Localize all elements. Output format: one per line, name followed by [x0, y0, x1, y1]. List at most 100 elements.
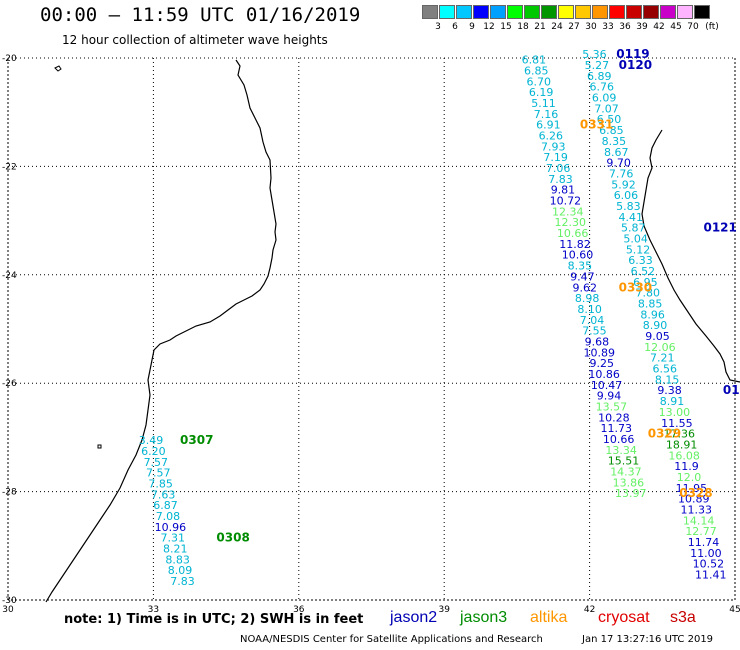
wave-height-value: 8.21 [163, 543, 188, 556]
scale-swatch [541, 5, 557, 19]
wave-values: 5.365.276.896.766.097.076.506.858.358.67… [139, 48, 727, 588]
wave-height-value: 14.37 [610, 466, 642, 479]
wave-height-value: 11.73 [601, 422, 633, 435]
scale-swatch [575, 5, 591, 19]
scale-swatch [439, 5, 455, 19]
pass-time-label: 012 [723, 383, 740, 397]
wave-height-value: 13.57 [596, 401, 628, 414]
scale-label: 45 [670, 22, 682, 32]
pass-time-label: 0331 [580, 118, 613, 132]
lat-tick-label: -28 [2, 488, 17, 498]
wave-height-value: 11.55 [661, 417, 693, 430]
wave-height-value: 8.15 [655, 373, 680, 386]
wave-height-value: 11.41 [695, 569, 727, 582]
wave-height-value: 6.70 [526, 75, 551, 88]
wave-height-value: 6.87 [153, 499, 178, 512]
scale-label: 3 [435, 22, 441, 32]
wave-height-value: 10.72 [550, 195, 582, 208]
wave-height-value: 7.83 [548, 173, 573, 186]
legend-item-jason3: jason3 [460, 609, 508, 626]
wave-height-value: 7.57 [144, 456, 169, 469]
wave-height-value: 11.00 [690, 547, 722, 560]
wave-height-value: 6.33 [628, 254, 653, 267]
lat-tick-label: -26 [2, 379, 17, 389]
wave-height-value: 9.62 [573, 281, 598, 294]
wave-height-value: 8.96 [640, 308, 665, 321]
lon-tick-label: 42 [584, 605, 595, 615]
wave-height-value: 9.94 [597, 390, 622, 403]
wave-height-value: 5.83 [616, 200, 641, 213]
lon-tick-label: 30 [2, 605, 14, 615]
wave-height-value: 6.89 [587, 70, 612, 83]
wave-height-value: 7.85 [148, 477, 173, 490]
wave-height-value: 10.47 [591, 379, 623, 392]
scale-label: 12 [483, 22, 495, 32]
wave-height-value: 11.33 [680, 503, 712, 516]
wave-height-value: 5.12 [626, 243, 651, 256]
wave-height-value: 10.89 [678, 493, 710, 506]
wave-height-value: 7.07 [594, 102, 619, 115]
wave-height-value: 12.77 [685, 525, 717, 538]
pass-time-label: 0307 [180, 433, 213, 447]
scale-label: 9 [469, 22, 475, 32]
scale-label: 24 [551, 22, 563, 32]
wave-height-value: 7.83 [170, 575, 195, 588]
wave-height-value: 10.52 [693, 558, 725, 571]
scale-label: 42 [653, 22, 665, 32]
pass-time-label: 0119 [616, 47, 649, 61]
coastline [45, 59, 740, 603]
scale-label: 30 [585, 22, 597, 32]
scale-swatch [507, 5, 523, 19]
lon-tick-label: 45 [729, 605, 740, 615]
scale-swatch [643, 5, 659, 19]
legend-item-cryosat: cryosat [598, 609, 650, 626]
wave-height-value: 16.08 [668, 449, 700, 462]
wave-height-value: 7.19 [543, 151, 568, 164]
wave-height-value: 8.67 [604, 146, 629, 159]
wave-height-value: 7.16 [534, 108, 559, 121]
wave-height-value: 10.86 [588, 368, 620, 381]
wave-height-value: 6.85 [524, 64, 549, 77]
scale-label: 36 [619, 22, 631, 32]
wave-height-value: 6.76 [589, 81, 614, 94]
wave-height-value: 6.09 [592, 92, 617, 105]
wave-height-value: 9.68 [585, 335, 610, 348]
axis-ticks: 30 33 36 39 42 45 -20 -22 -24 -26 -28 -30 [2, 54, 740, 615]
wave-height-value: 7.57 [146, 467, 171, 480]
wave-height-value: 7.63 [151, 488, 176, 501]
scale-swatch [592, 5, 608, 19]
wave-height-value: 11.9 [674, 460, 699, 473]
wave-height-value: 13.00 [659, 406, 691, 419]
pass-time-label: 0121 [703, 221, 736, 235]
scale-unit: (ft) [705, 22, 719, 32]
wave-height-value: 7.93 [541, 140, 566, 153]
wave-height-value: 8.85 [638, 298, 663, 311]
legend-item-jason2: jason2 [390, 609, 438, 626]
wave-height-value: 8.35 [568, 260, 593, 273]
lon-tick-label: 36 [293, 605, 305, 615]
wave-height-value: 11.74 [688, 536, 720, 549]
pass-time-label: 0308 [216, 531, 249, 545]
wave-height-value: 6.20 [141, 445, 166, 458]
wave-height-value: 11.95 [676, 482, 708, 495]
scale-label: 27 [568, 22, 580, 32]
wave-height-value: 7.08 [156, 510, 181, 523]
lat-tick-label: -24 [2, 271, 17, 281]
wave-height-value: 12.06 [644, 341, 676, 354]
scale-swatch [626, 5, 642, 19]
wave-height-value: 8.35 [602, 135, 627, 148]
lat-tick-label: -20 [2, 54, 17, 64]
wave-height-value: 13.34 [605, 444, 637, 457]
wave-height-value: 12.34 [552, 205, 584, 218]
wave-height-value: 10.28 [598, 411, 630, 424]
scale-swatch [524, 5, 540, 19]
wave-height-value: 3.49 [139, 434, 164, 447]
scale-swatch [422, 5, 438, 19]
wave-height-value: 5.87 [621, 222, 646, 235]
scale-swatch [609, 5, 625, 19]
scale-label: 70 [687, 22, 699, 32]
wave-height-value: 8.10 [577, 303, 602, 316]
page-subtitle: 12 hour collection of altimeter wave hei… [62, 33, 328, 47]
wave-height-value: 8.91 [660, 395, 685, 408]
